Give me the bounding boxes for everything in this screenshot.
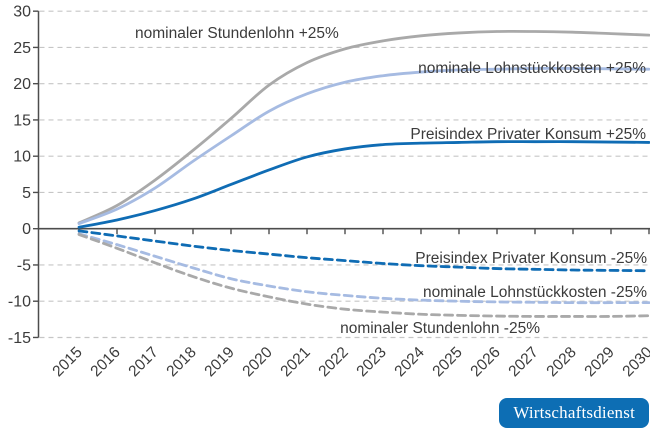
x-axis-tick-label: 2022 — [315, 344, 351, 380]
series-line-nominale-lohnstueckkosten-minus-25 — [77, 232, 650, 305]
x-axis-tick-label: 2027 — [505, 344, 541, 380]
x-axis-tick-label: 2020 — [239, 344, 276, 381]
y-axis-tick-label: -10 — [8, 294, 31, 311]
y-axis-tick-label: 10 — [13, 149, 31, 166]
y-axis-tick-label: 5 — [22, 185, 31, 202]
x-axis-tick-label: 2015 — [49, 344, 85, 380]
series-label-nominaler-stundenlohn-minus-25: nominaler Stundenlohn -25% — [340, 320, 540, 337]
wirtschaftsdienst-badge: Wirtschaftsdienst — [499, 398, 649, 428]
x-axis-tick-label: 2028 — [543, 344, 579, 380]
series-label-preisindex-privater-konsum-minus-25: Preisindex Privater Konsum -25% — [415, 250, 647, 267]
x-axis-tick-label: 2024 — [391, 344, 428, 381]
y-axis-tick-label: -5 — [17, 257, 31, 274]
series-label-preisindex-privater-konsum-plus-25: Preisindex Privater Konsum +25% — [410, 126, 646, 143]
x-axis-tick-label: 2029 — [581, 344, 617, 380]
x-axis-tick-label: 2018 — [163, 344, 199, 380]
y-axis-tick-label: 15 — [13, 112, 31, 129]
x-axis-tick-label: 2025 — [429, 344, 465, 380]
series-line-nominaler-stundenlohn-minus-25 — [77, 233, 650, 318]
y-axis-tick-label: 30 — [13, 4, 31, 21]
series-line-preisindex-privater-konsum-plus-25 — [77, 140, 650, 229]
x-axis-tick-label: 2016 — [87, 344, 123, 380]
y-axis-tick-label: 25 — [13, 40, 31, 57]
series-line-nominale-lohnstueckkosten-plus-25 — [77, 66, 650, 226]
y-axis-tick-label: -15 — [8, 330, 31, 347]
y-axis-tick-label: 0 — [22, 221, 31, 238]
x-axis-tick-label: 2017 — [125, 344, 161, 380]
series-label-nominale-lohnstueckkosten-minus-25: nominale Lohnstückkosten -25% — [423, 284, 647, 301]
x-axis-tick-label: 2030 — [619, 344, 650, 381]
x-axis-tick-label: 2021 — [277, 344, 313, 380]
y-axis-tick-label: 20 — [13, 76, 31, 93]
series-label-nominaler-stundenlohn-plus-25: nominaler Stundenlohn +25% — [135, 25, 339, 42]
x-axis-tick-label: 2026 — [467, 344, 503, 380]
x-axis-tick-label: 2023 — [353, 344, 389, 380]
series-line-nominaler-stundenlohn-plus-25 — [77, 29, 650, 225]
series-line-preisindex-privater-konsum-minus-25 — [77, 229, 650, 273]
series-label-nominale-lohnstueckkosten-plus-25: nominale Lohnstückkosten +25% — [418, 60, 646, 77]
x-axis-tick-label: 2019 — [201, 344, 237, 380]
